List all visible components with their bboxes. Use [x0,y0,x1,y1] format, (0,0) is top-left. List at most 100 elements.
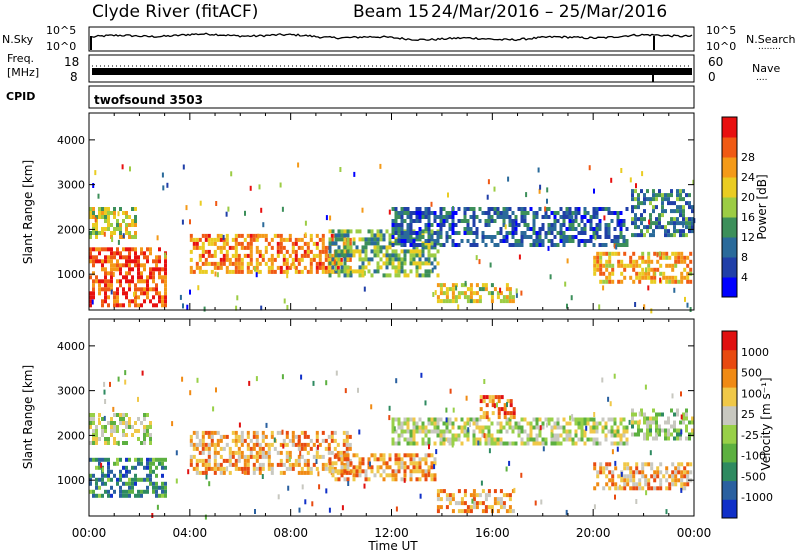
echo-cell [376,261,380,266]
echo-cell [149,473,152,478]
echo-cell [502,211,506,215]
echo-cell [110,263,113,268]
echo-cell [619,219,623,223]
echo-cell [346,245,350,250]
echo-cell [89,259,92,264]
echo-cell [529,227,533,231]
echo-cell [134,465,137,470]
echo-cell [436,433,440,438]
echo-cell [261,446,265,451]
echo-cell [650,474,654,479]
echo-cell [267,462,271,467]
echo-cell [652,420,655,425]
colorbar-swatch [722,461,737,482]
echo-cell [683,255,687,260]
echo-cell [370,241,374,246]
echo-cell [101,279,104,284]
echo-cell [559,207,563,211]
echo-cell [436,497,440,502]
echo-speck [104,399,107,404]
echo-cell [673,412,676,417]
echo-cell [469,509,473,514]
echo-speck [650,308,653,314]
echo-cell [125,227,128,231]
echo-cell [161,267,164,272]
echo-cell [328,249,332,254]
echo-cell [92,263,95,268]
echo-cell [406,235,410,239]
echo-cell [370,229,374,234]
echo-cell [538,243,542,247]
echo-cell [140,493,143,498]
echo-cell [234,261,238,266]
echo-cell [394,219,398,223]
echo-cell [652,189,655,194]
echo-cell [427,273,431,278]
echo-speck [261,474,264,479]
echo-cell [291,434,295,439]
echo-cell [647,259,651,264]
echo-cell [92,413,95,417]
echo-cell [143,299,146,304]
echo-cell [255,434,259,439]
echo-cell [686,263,690,268]
echo-speck [287,485,290,491]
echo-cell [466,295,470,300]
echo-cell [427,235,431,239]
echo-cell [101,207,104,211]
echo-cell [484,509,488,514]
echo-cell [482,399,486,404]
echo-cell [201,450,205,455]
echo-cell [243,253,247,258]
echo-cell [517,425,521,430]
power-colorbar-label: Power [dB] [755,174,769,239]
echo-cell [445,421,449,426]
echo-cell [439,231,443,235]
echo-speck [98,417,100,423]
echo-cell [650,275,654,280]
echo-cell [110,251,113,256]
echo-cell [637,432,640,437]
echo-cell [297,237,301,242]
echo-cell [497,407,501,412]
echo-cell [107,207,110,211]
echo-cell [246,446,250,451]
echo-cell [559,231,563,235]
echo-cell [101,433,104,437]
echo-cell [330,434,334,439]
echo-cell [616,239,620,243]
echo-cell [149,457,152,462]
echo-cell [349,245,353,250]
echo-cell [409,261,413,266]
echo-cell [370,469,374,474]
echo-cell [394,273,398,278]
echo-cell [556,231,560,235]
echo-cell [358,465,362,470]
echo-cell [125,247,128,252]
echo-cell [415,269,419,274]
echo-cell [508,291,512,296]
echo-cell [661,428,664,433]
echo-cell [509,399,513,404]
echo-speck [189,219,191,225]
echo-cell [475,291,479,296]
echo-speck [686,302,689,308]
echo-cell [680,462,684,467]
echo-cell [412,257,416,262]
echo-cell [665,255,669,260]
echo-cell [104,457,107,462]
echo-cell [664,209,667,214]
echo-speck [277,494,280,500]
echo-cell [370,273,374,278]
echo-cell [394,207,398,211]
echo-cell [146,287,149,292]
echo-cell [601,243,605,247]
echo-cell [337,469,341,474]
echo-cell [98,437,101,441]
echo-cell [620,279,624,284]
echo-cell [484,219,488,223]
colorbar-tick-label: 8 [741,251,748,264]
echo-cell [134,247,137,252]
echo-speck [100,462,103,468]
echo-cell [340,469,344,474]
